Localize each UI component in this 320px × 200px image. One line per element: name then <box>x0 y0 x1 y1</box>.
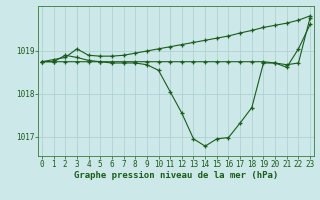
X-axis label: Graphe pression niveau de la mer (hPa): Graphe pression niveau de la mer (hPa) <box>74 171 278 180</box>
